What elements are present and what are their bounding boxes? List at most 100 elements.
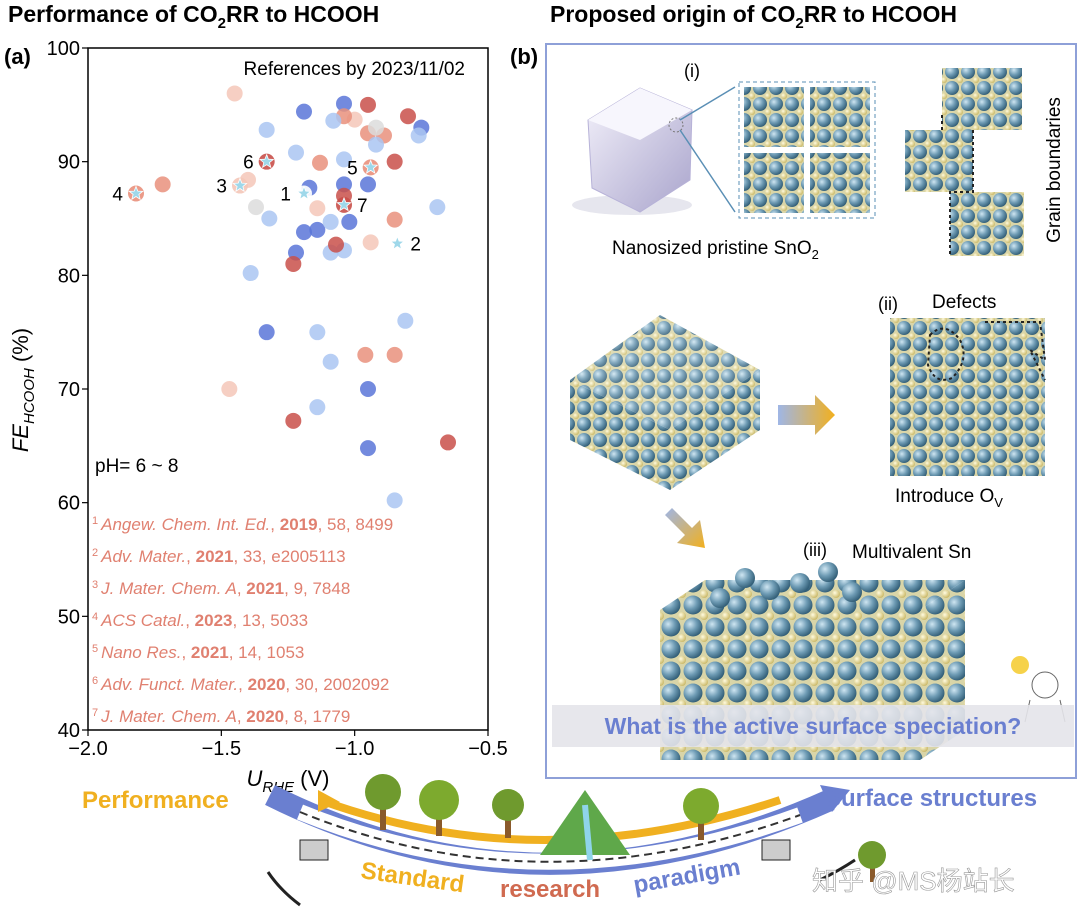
step-label: (i)	[684, 61, 700, 81]
point	[154, 176, 171, 193]
point	[221, 381, 238, 397]
point	[368, 119, 384, 136]
point	[309, 200, 326, 217]
ref-year: 2021	[191, 643, 229, 662]
point	[309, 324, 326, 341]
caption-part: Introduce O	[895, 486, 994, 507]
ref-sep: ,	[185, 611, 194, 630]
highlight-label: 3	[216, 177, 227, 198]
ref-sep: ,	[237, 579, 246, 598]
question: What is the active surface speciation?	[605, 713, 1022, 739]
y-tick-label: 40	[58, 720, 80, 742]
point	[336, 176, 352, 193]
title-sub: 2	[218, 15, 226, 32]
bulk-crystal	[570, 315, 760, 490]
point	[261, 210, 278, 227]
caption: Introduce OV	[895, 486, 1003, 510]
highlight-label: 5	[347, 158, 358, 179]
point	[258, 324, 275, 341]
reference: 5 Nano Res., 2021, 14, 1053	[92, 643, 304, 662]
point	[440, 434, 456, 451]
point	[325, 112, 342, 129]
caption: Nanosized pristine SnO2	[612, 238, 819, 262]
point	[285, 412, 302, 429]
point	[360, 176, 376, 193]
point	[285, 255, 302, 272]
arrow	[665, 508, 705, 548]
ref-journal: Nano Res.	[101, 643, 181, 662]
caption: Multivalent Sn	[852, 542, 971, 563]
reference: 3 J. Mater. Chem. A, 2021, 9, 7848	[92, 579, 350, 598]
ref-number: 2	[92, 547, 98, 559]
point	[368, 136, 384, 153]
point	[360, 440, 376, 457]
highlight-star	[128, 185, 144, 201]
grain	[810, 87, 870, 147]
ref-rest: , 13, 5033	[233, 611, 309, 630]
ref-rest: , 8, 1779	[284, 707, 350, 726]
point	[336, 151, 352, 168]
ref-rest: , 14, 1053	[229, 643, 305, 662]
ref-rest: , 9, 7848	[284, 579, 350, 598]
panel-label: (a)	[4, 44, 31, 69]
point	[328, 236, 344, 253]
step-label: (ii)	[878, 294, 898, 314]
label-part: FE	[8, 424, 33, 452]
note: References by 2023/11/02	[244, 59, 465, 80]
point	[360, 381, 376, 397]
bottom-label: Performance	[82, 787, 229, 814]
title-part: RR to HCOOH	[804, 1, 957, 27]
highlight-label: 7	[357, 196, 368, 217]
highlight-label: 2	[410, 235, 421, 256]
grain	[744, 153, 804, 213]
ref-number: 7	[92, 707, 98, 719]
point	[386, 211, 403, 228]
point	[410, 127, 427, 144]
ref-journal: Adv. Mater.	[100, 547, 186, 566]
highlight-label: 1	[280, 184, 291, 205]
ref-number: 1	[92, 515, 98, 527]
label-part: U	[246, 766, 262, 791]
question-band	[552, 705, 1074, 747]
ref-year: 2021	[196, 547, 234, 566]
label-part: (V)	[294, 766, 329, 791]
point	[226, 85, 243, 102]
ref-number: 6	[92, 675, 98, 687]
ref-rest: , 33, e2005113	[233, 547, 345, 566]
point	[400, 108, 416, 125]
grain	[810, 153, 870, 213]
ref-year: 2019	[280, 515, 318, 534]
label-sub: HCOOH	[21, 368, 38, 424]
point	[386, 153, 403, 170]
panel-title: Proposed origin of CO2RR to HCOOH	[550, 1, 957, 32]
watermark: 知乎 @MS杨站长	[812, 866, 1015, 896]
point	[322, 353, 339, 370]
y-tick-label: 50	[58, 606, 80, 628]
highlight-star	[362, 159, 379, 174]
ref-sep: ,	[238, 675, 247, 694]
point	[336, 95, 352, 112]
highlight-label: 6	[243, 153, 254, 174]
caption: Defects	[932, 292, 996, 313]
highlight-star	[232, 177, 248, 193]
reference: 1 Angew. Chem. Int. Ed., 2019, 58, 8499	[92, 515, 393, 534]
highlight-star	[389, 235, 406, 251]
caption: Grain boundaries	[1044, 97, 1065, 243]
ref-journal: J. Mater. Chem. A	[100, 707, 237, 726]
y-axis-label: FEHCOOH (%)	[8, 328, 38, 452]
ph-note: pH= 6 ~ 8	[95, 456, 178, 477]
point	[429, 199, 446, 216]
road-illustration	[265, 774, 886, 907]
references: 1 Angew. Chem. Int. Ed., 2019, 58, 8499 2 A…	[92, 515, 393, 726]
x-tick-label: −1.0	[335, 738, 374, 760]
title-part: Performance of CO	[8, 1, 218, 27]
highlight-label: 4	[112, 184, 123, 205]
nanocrystal	[572, 86, 736, 215]
point	[362, 234, 379, 251]
caption-part: Nanosized pristine SnO	[612, 238, 812, 259]
ref-sep: ,	[237, 707, 246, 726]
defective-crystal	[890, 318, 1045, 476]
point	[360, 96, 376, 113]
title-part: Proposed origin of CO	[550, 1, 795, 27]
bottom-label: Surface structures	[825, 785, 1037, 812]
